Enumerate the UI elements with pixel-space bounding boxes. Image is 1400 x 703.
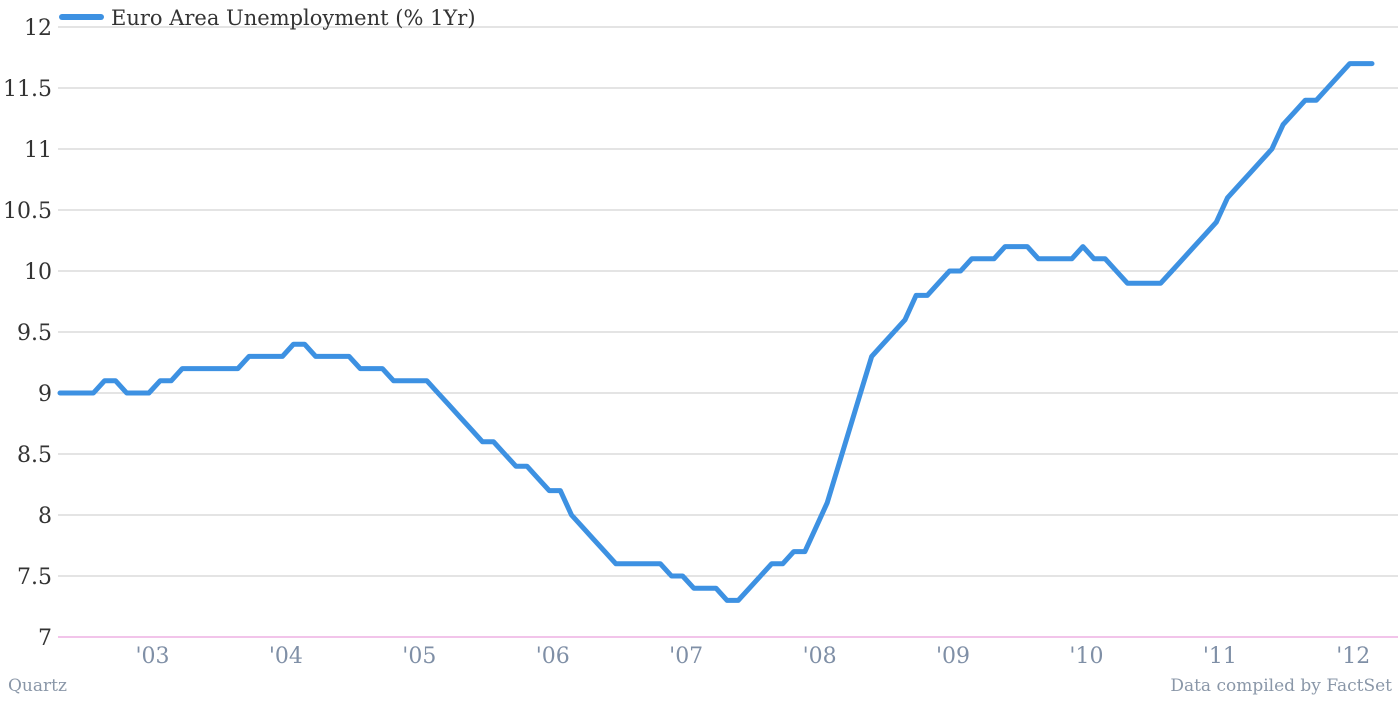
gridlines (58, 26, 1398, 638)
y-tick-label: 11.5 (3, 77, 52, 102)
y-tick-label: 10 (24, 260, 52, 285)
x-tick-label: '10 (1069, 644, 1103, 669)
legend: Euro Area Unemployment (% 1Yr) (59, 6, 476, 30)
y-axis-tick-labels: 7 7.5 8 8.5 9 9.5 10 10.5 11 11.5 12 (3, 16, 52, 651)
y-tick-label: 12 (24, 16, 52, 41)
credit-quartz: Quartz (8, 676, 67, 696)
x-tick-label: '05 (402, 644, 436, 669)
x-tick-label: '08 (803, 644, 837, 669)
x-tick-label: '07 (669, 644, 703, 669)
y-tick-label: 9.5 (17, 321, 52, 346)
legend-label: Euro Area Unemployment (% 1Yr) (111, 6, 476, 30)
y-tick-label: 10.5 (3, 199, 52, 224)
y-tick-label: 8.5 (17, 443, 52, 468)
x-tick-label: '06 (536, 644, 570, 669)
y-tick-label: 8 (38, 504, 52, 529)
credit-factset: Data compiled by FactSet (1170, 676, 1392, 696)
x-tick-label: '11 (1203, 644, 1237, 669)
y-tick-label: 7 (38, 626, 52, 651)
y-tick-label: 11 (24, 138, 52, 163)
series-group (57, 61, 1375, 603)
x-axis-tick-labels: '03 '04 '05 '06 '07 '08 '09 '10 '11 '12 (135, 644, 1370, 669)
y-tick-label: 9 (38, 382, 52, 407)
x-tick-label: '12 (1336, 644, 1370, 669)
x-tick-label: '09 (936, 644, 970, 669)
x-tick-label: '03 (135, 644, 169, 669)
series-line-0 (57, 61, 1375, 603)
x-tick-label: '04 (269, 644, 303, 669)
y-tick-label: 7.5 (17, 565, 52, 590)
